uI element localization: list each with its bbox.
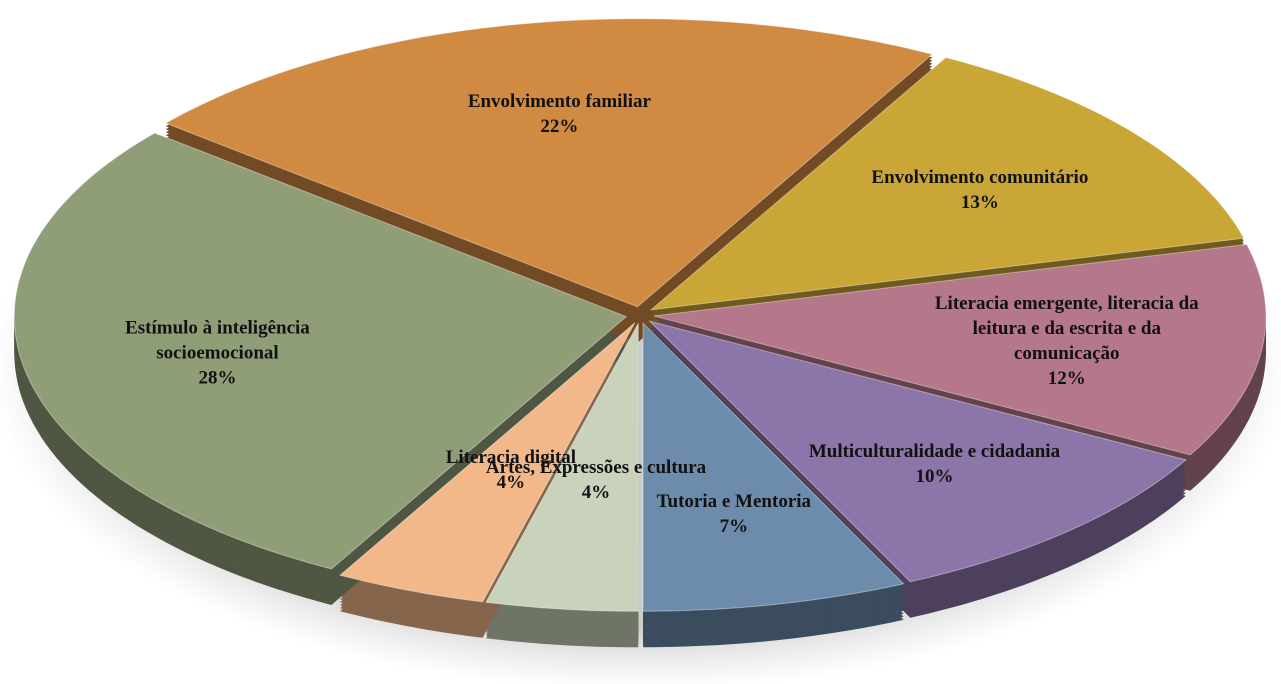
pie-slice xyxy=(653,243,1267,456)
value-label: 22% xyxy=(540,116,579,138)
slice-label: Envolvimento familiar 22% xyxy=(424,89,694,139)
slice-label: Envolvimento comunitário 13% xyxy=(845,165,1115,215)
value-label: 12% xyxy=(1047,367,1086,389)
slice-label: Artes, Expressões e cultura 4% xyxy=(461,455,731,505)
value-label: 7% xyxy=(719,516,749,538)
pie-slice xyxy=(642,321,905,612)
category-label: Estímulo à inteligência socioemocional xyxy=(125,317,310,364)
slice-label: Estímulo à inteligência socioemocional 28… xyxy=(82,316,352,391)
value-label: 13% xyxy=(960,191,999,213)
category-label: Literacia digital xyxy=(445,447,577,469)
value-label: 4% xyxy=(496,472,526,494)
value-label: 4% xyxy=(581,482,611,504)
pie-slice xyxy=(647,320,1187,583)
pie-slice xyxy=(338,322,636,603)
slice-label: Literacia digital 4% xyxy=(376,445,646,495)
slice-label: Tutoria e Mentoria 7% xyxy=(599,489,869,539)
category-label: Multiculturalidade e cidadania xyxy=(808,440,1061,462)
category-label: Literacia emergente, literacia da leitur… xyxy=(934,292,1199,364)
category-label: Envolvimento comunitário xyxy=(871,166,1089,188)
pie-slice xyxy=(164,18,934,308)
category-label: Tutoria e Mentoria xyxy=(656,491,812,513)
category-label: Artes, Expressões e cultura xyxy=(485,457,707,479)
value-label: 28% xyxy=(198,367,237,389)
pie-slice xyxy=(649,56,1245,311)
slice-label: Multiculturalidade e cidadania 10% xyxy=(799,439,1069,489)
pie-slice xyxy=(13,132,628,570)
value-label: 10% xyxy=(915,465,954,487)
category-label: Envolvimento familiar xyxy=(467,91,651,113)
pie-slice xyxy=(485,323,639,612)
slice-label: Literacia emergente, literacia da leitur… xyxy=(932,291,1202,391)
